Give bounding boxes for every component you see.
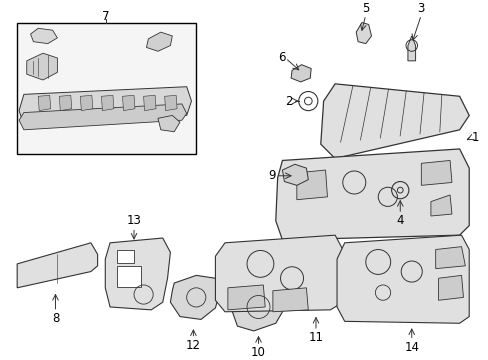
- Polygon shape: [164, 95, 177, 111]
- Polygon shape: [227, 285, 264, 310]
- Polygon shape: [272, 288, 308, 312]
- Bar: [117, 266, 141, 287]
- Text: 10: 10: [250, 346, 265, 359]
- Text: 6: 6: [277, 51, 285, 64]
- Polygon shape: [19, 87, 191, 125]
- Polygon shape: [231, 283, 285, 331]
- Polygon shape: [59, 95, 72, 111]
- Text: 7: 7: [102, 10, 110, 23]
- Polygon shape: [122, 95, 135, 111]
- Polygon shape: [275, 149, 468, 240]
- Polygon shape: [31, 28, 57, 44]
- Bar: [17, 23, 196, 154]
- Polygon shape: [105, 238, 170, 310]
- Polygon shape: [355, 23, 371, 44]
- Polygon shape: [80, 95, 93, 111]
- Polygon shape: [19, 104, 186, 130]
- Text: 3: 3: [417, 2, 424, 15]
- Text: 1: 1: [471, 131, 479, 144]
- Polygon shape: [438, 275, 463, 300]
- Text: 14: 14: [404, 341, 418, 354]
- Polygon shape: [435, 247, 465, 269]
- Text: 5: 5: [361, 2, 369, 15]
- Polygon shape: [101, 95, 114, 111]
- Text: 11: 11: [308, 331, 323, 344]
- Polygon shape: [407, 36, 415, 61]
- Text: 12: 12: [185, 339, 201, 352]
- Polygon shape: [146, 32, 172, 51]
- Bar: [117, 249, 134, 263]
- Polygon shape: [158, 116, 180, 132]
- Polygon shape: [170, 275, 220, 319]
- Polygon shape: [290, 65, 310, 82]
- Polygon shape: [282, 164, 308, 185]
- Polygon shape: [320, 84, 468, 158]
- Text: 4: 4: [396, 214, 403, 227]
- Text: 8: 8: [52, 312, 59, 325]
- Text: 13: 13: [126, 215, 141, 228]
- Polygon shape: [143, 95, 156, 111]
- Polygon shape: [336, 235, 468, 323]
- Polygon shape: [27, 53, 57, 80]
- Polygon shape: [430, 195, 451, 216]
- Text: 2: 2: [285, 95, 292, 108]
- Polygon shape: [17, 243, 98, 288]
- Polygon shape: [296, 170, 327, 200]
- Polygon shape: [421, 161, 451, 185]
- Text: 9: 9: [268, 169, 275, 182]
- Polygon shape: [38, 95, 51, 111]
- Polygon shape: [215, 235, 342, 312]
